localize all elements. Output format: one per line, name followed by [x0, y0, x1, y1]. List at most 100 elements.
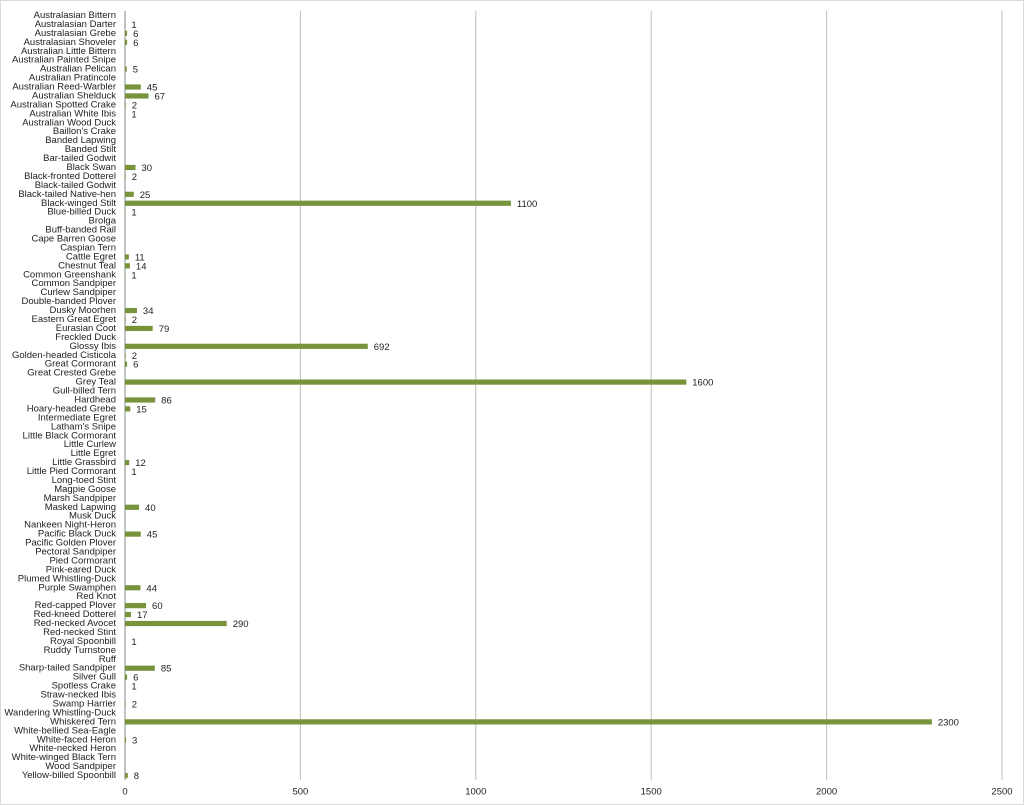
bar: [125, 361, 128, 367]
y-tick-label: Australian Wood Duck: [22, 117, 116, 128]
bar: [125, 379, 687, 385]
bar: [125, 772, 128, 779]
y-tick-label: Whiskered Tern: [50, 716, 116, 727]
bar: [125, 254, 129, 260]
bar: [125, 504, 140, 510]
value-label: 67: [155, 91, 166, 102]
y-tick-label: Red-necked Avocet: [34, 618, 117, 629]
value-label: 1: [131, 109, 136, 120]
bar: [125, 352, 126, 358]
bar: [125, 200, 511, 206]
value-label: 6: [133, 360, 138, 371]
y-tick-label: Baillon's Crake: [53, 126, 116, 137]
bar: [125, 93, 149, 99]
y-tick-label: Ruff: [99, 654, 117, 665]
x-tick-label: 2500: [991, 787, 1012, 798]
value-label: 692: [374, 342, 390, 353]
value-label: 40: [145, 503, 156, 514]
y-tick-label: Black-fronted Dotterel: [24, 171, 116, 182]
bar: [125, 665, 155, 671]
value-label: 8: [134, 771, 139, 782]
y-tick-label: Australian Pelican: [40, 64, 116, 75]
y-tick-label: Australasian Grebe: [35, 28, 116, 39]
value-label: 15: [136, 404, 147, 415]
value-label: 6: [133, 38, 138, 49]
bar: [125, 737, 127, 743]
y-tick-label: Nankeen Night-Heron: [24, 520, 116, 531]
y-tick-label: Golden-headed Cisticola: [12, 350, 117, 361]
bar: [125, 459, 130, 466]
bar: [125, 701, 126, 707]
y-tick-label: Marsh Sandpiper: [44, 493, 116, 504]
y-tick-label: Australasian Bittern: [34, 10, 116, 21]
y-tick-label: Caspian Tern: [60, 242, 116, 253]
y-tick-label: Australian Shelduck: [32, 90, 116, 101]
y-tick-label: White-necked Heron: [29, 743, 116, 754]
y-tick-label: Wood Sandpiper: [45, 761, 116, 772]
value-label: 1: [131, 682, 136, 693]
value-label: 45: [147, 83, 158, 94]
bar: [125, 102, 126, 108]
value-label: 1: [131, 208, 136, 219]
bar: [125, 620, 227, 627]
y-tick-label: Dusky Moorhen: [49, 305, 116, 316]
y-tick-label: Cape Barren Goose: [32, 234, 117, 245]
value-label: 85: [161, 664, 172, 675]
value-label: 25: [140, 190, 151, 201]
y-tick-label: White-winged Black Tern: [12, 752, 116, 763]
value-label: 1600: [692, 378, 713, 389]
bar: [125, 316, 126, 323]
bar: [125, 84, 141, 90]
y-tick-label: Sharp-tailed Sandpiper: [19, 663, 116, 674]
y-tick-label: Musk Duck: [69, 511, 116, 522]
value-label: 17: [137, 610, 148, 621]
value-label: 44: [146, 583, 157, 594]
y-tick-label: Little Black Cormorant: [23, 430, 117, 441]
bar: [125, 343, 368, 349]
y-tick-label: Little Grassbird: [52, 457, 116, 468]
value-label: 1: [131, 637, 136, 648]
y-tick-label: Red-kneed Dotterel: [34, 609, 116, 620]
value-label: 2: [132, 351, 137, 362]
bar: [125, 263, 130, 269]
bar: [125, 164, 136, 171]
y-tick-label: Pied Cormorant: [49, 555, 116, 566]
value-label: 5: [133, 65, 138, 76]
value-label: 79: [159, 324, 170, 335]
y-tick-label: Straw-necked Ibis: [40, 690, 116, 701]
value-label: 11: [135, 252, 145, 263]
y-tick-label: Australian Painted Snipe: [12, 55, 116, 66]
y-tick-label: Pink-eared Duck: [46, 564, 116, 575]
y-tick-label: Latham's Snipe: [51, 421, 116, 432]
y-tick-label: Yellow-billed Spoonbill: [22, 770, 116, 781]
x-tick-label: 500: [292, 787, 308, 798]
x-tick-label: 2000: [816, 787, 837, 798]
y-tick-label: Brolga: [89, 216, 117, 227]
value-label: 60: [152, 601, 163, 612]
value-label: 34: [143, 306, 154, 317]
y-tick-label: Chestnut Teal: [58, 260, 116, 271]
y-tick-label: Intermediate Egret: [38, 412, 117, 423]
y-tick-label: Australian Pratincole: [29, 73, 116, 84]
y-tick-label: Gull-billed Tern: [53, 386, 116, 397]
y-tick-label: Curlew Sandpiper: [40, 287, 116, 298]
value-label: 2: [132, 100, 137, 111]
y-tick-label: Wandering Whistling-Duck: [4, 707, 116, 718]
y-tick-label: Cattle Egret: [66, 251, 117, 262]
y-tick-label: Freckled Duck: [55, 332, 116, 343]
value-label: 2: [132, 172, 137, 183]
bar: [125, 325, 153, 332]
y-tick-label: Banded Lapwing: [45, 135, 116, 146]
y-tick-label: Eastern Great Egret: [32, 314, 117, 325]
y-tick-label: Bar-tailed Godwit: [43, 153, 116, 164]
y-tick-label: Plumed Whistling-Duck: [18, 573, 116, 584]
y-tick-label: Purple Swamphen: [38, 582, 116, 593]
y-tick-label: Royal Spoonbill: [50, 636, 116, 647]
bar: [125, 397, 156, 403]
bar: [125, 674, 128, 680]
y-tick-label: White-bellied Sea-Eagle: [14, 725, 116, 736]
bar: [125, 585, 141, 591]
y-tick-label: Great Crested Grebe: [27, 368, 116, 379]
value-label: 2300: [938, 717, 959, 728]
